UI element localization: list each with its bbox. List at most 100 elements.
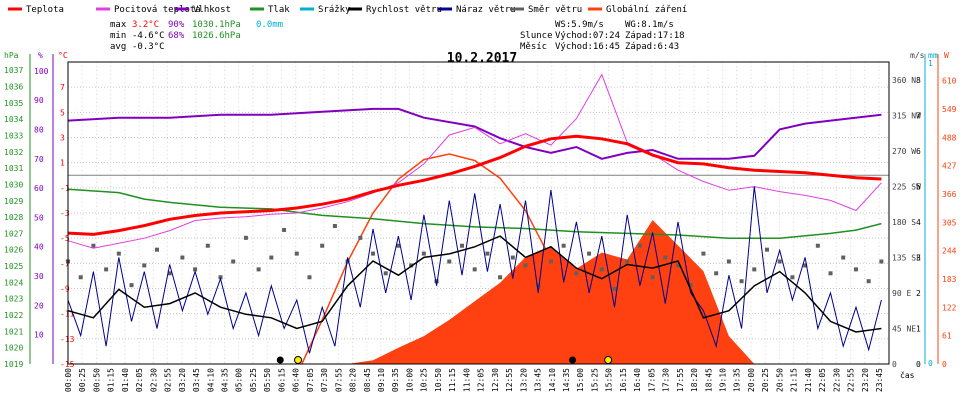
axis-unit-percent: % [38,51,43,60]
y-tick-direction: 45 NE [892,325,916,334]
x-tick-label: 09:10 [377,368,386,392]
wind-direction-point [231,259,236,264]
y-tick-watt: 0 [942,360,947,369]
y-tick-watt: 488 [942,133,957,142]
wind-direction-point [371,251,376,256]
legend-label: Vlhkost [193,5,231,15]
y-tick-direction: 135 SE [892,254,921,263]
legend-item-wind-direction: Směr větru [510,5,582,15]
y-tick-hpa: 1024 [4,278,23,287]
y-tick-watt: 610 [942,77,957,86]
x-tick-label: 15:25 [590,368,599,392]
legend-item-feels-like: Pocitová teplota [96,5,201,15]
legend-item-wind-speed: Rychlost větru [348,5,442,15]
x-tick-label: 12:55 [505,368,514,392]
stats-block: max 3.2°C 90% 1030.1hPa 0.0mm min -4.6°C… [110,20,283,52]
wind-direction-point [828,271,833,276]
x-tick-label: 02:05 [135,368,144,392]
wind-direction-point [739,279,744,284]
stats-max-press: 1030.1hPa [192,20,241,30]
x-tick-label: 20:00 [747,368,756,392]
y-tick-direction: 270 W [892,147,916,156]
y-tick-watt: 61 [942,332,952,341]
y-tick-watt: 427 [942,162,957,171]
legend-label: Rychlost větru [366,5,442,15]
y-tick-hpa: 1022 [4,311,23,320]
stats-min-label: min [110,31,126,41]
y-tick-ms: 1 [916,324,921,333]
wind-direction-point [116,251,121,256]
wind-direction-point [396,243,401,248]
x-tick-label: 18:20 [690,368,699,392]
x-tick-label: 06:15 [277,368,286,392]
axis-unit-ms: m/s [910,51,925,60]
series-wind-speed [67,235,882,333]
y-tick-direction: 360 N [892,76,916,85]
wind-direction-point [841,255,846,260]
x-tick-label: 20:25 [761,368,770,392]
y-tick-celsius: -15 [60,360,75,369]
x-tick-label: 15:50 [605,368,614,392]
series-wind-gust [67,186,882,354]
wind-direction-point [853,267,858,272]
wind-direction-point [815,243,820,248]
wind-direction-point [142,263,147,268]
y-tick-celsius: -1 [60,184,70,193]
y-tick-hpa: 1034 [4,115,23,124]
legend: Teplota Pocitová teplota Vlhkost Tlak Sr… [8,5,687,15]
legend-label: Náraz větru [456,5,516,15]
y-tick-celsius: 7 [60,83,65,92]
wind-direction-point [790,275,795,280]
legend-label: Pocitová teplota [114,5,201,15]
y-tick-celsius: -7 [60,259,70,268]
x-tick-label: 22:05 [818,368,827,392]
x-tick-label: 14:10 [548,368,557,392]
wind-direction-point [434,279,439,284]
stats-avg-temp: -0.3°C [132,42,165,52]
series-humidity [67,107,882,160]
legend-item-rain: Srážky [300,5,351,15]
y-tick-percent: 60 [34,184,44,193]
legend-label: Globální záření [606,5,687,15]
x-tick-label: 04:10 [206,368,215,392]
wind-direction-point [243,235,248,240]
wind-direction-point [498,275,503,280]
wind-direction-point [866,279,871,284]
wind-direction-point [510,255,515,260]
sunset-marker [604,356,613,364]
wind-direction-point [256,267,261,272]
y-tick-ms: 7 [916,111,921,120]
wind-direction-point [307,275,312,280]
legend-item-pressure: Tlak [250,5,290,15]
y-tick-percent: 90 [34,96,44,105]
x-tick-label: 05:25 [249,368,258,392]
y-tick-direction: 0 [892,360,897,369]
info-wind-gust: WG:8.1m/s [625,20,674,30]
y-tick-hpa: 1020 [4,344,23,353]
series-feels-like [67,73,882,249]
series-solar-radiation [68,220,882,364]
x-tick-label: 03:20 [178,368,187,392]
x-tick-label: 05:50 [263,368,272,392]
moonrise-marker [569,356,577,364]
axis-unit-watt: W [944,51,949,60]
x-axis-label: čas [900,370,915,380]
wind-direction-point [129,283,134,288]
y-tick-hpa: 1032 [4,148,23,157]
y-tick-hpa: 1025 [4,262,23,271]
x-tick-label: 01:40 [121,368,130,392]
wind-direction-point [421,251,426,256]
x-tick-label: 17:55 [676,368,685,392]
y-tick-ms: 0 [916,360,921,369]
y-tick-watt: 244 [942,247,957,256]
y-tick-percent: 100 [34,67,49,76]
legend-item-humidity: Vlhkost [175,5,231,15]
wind-direction-point [383,271,388,276]
x-tick-label: 12:05 [477,368,486,392]
wind-direction-point [587,251,592,256]
x-tick-label: 07:05 [306,368,315,392]
stats-min-press: 1026.6hPa [192,31,241,41]
wind-direction-point [701,251,706,256]
sunrise-marker [294,356,303,364]
y-tick-ms: 2 [916,289,921,298]
